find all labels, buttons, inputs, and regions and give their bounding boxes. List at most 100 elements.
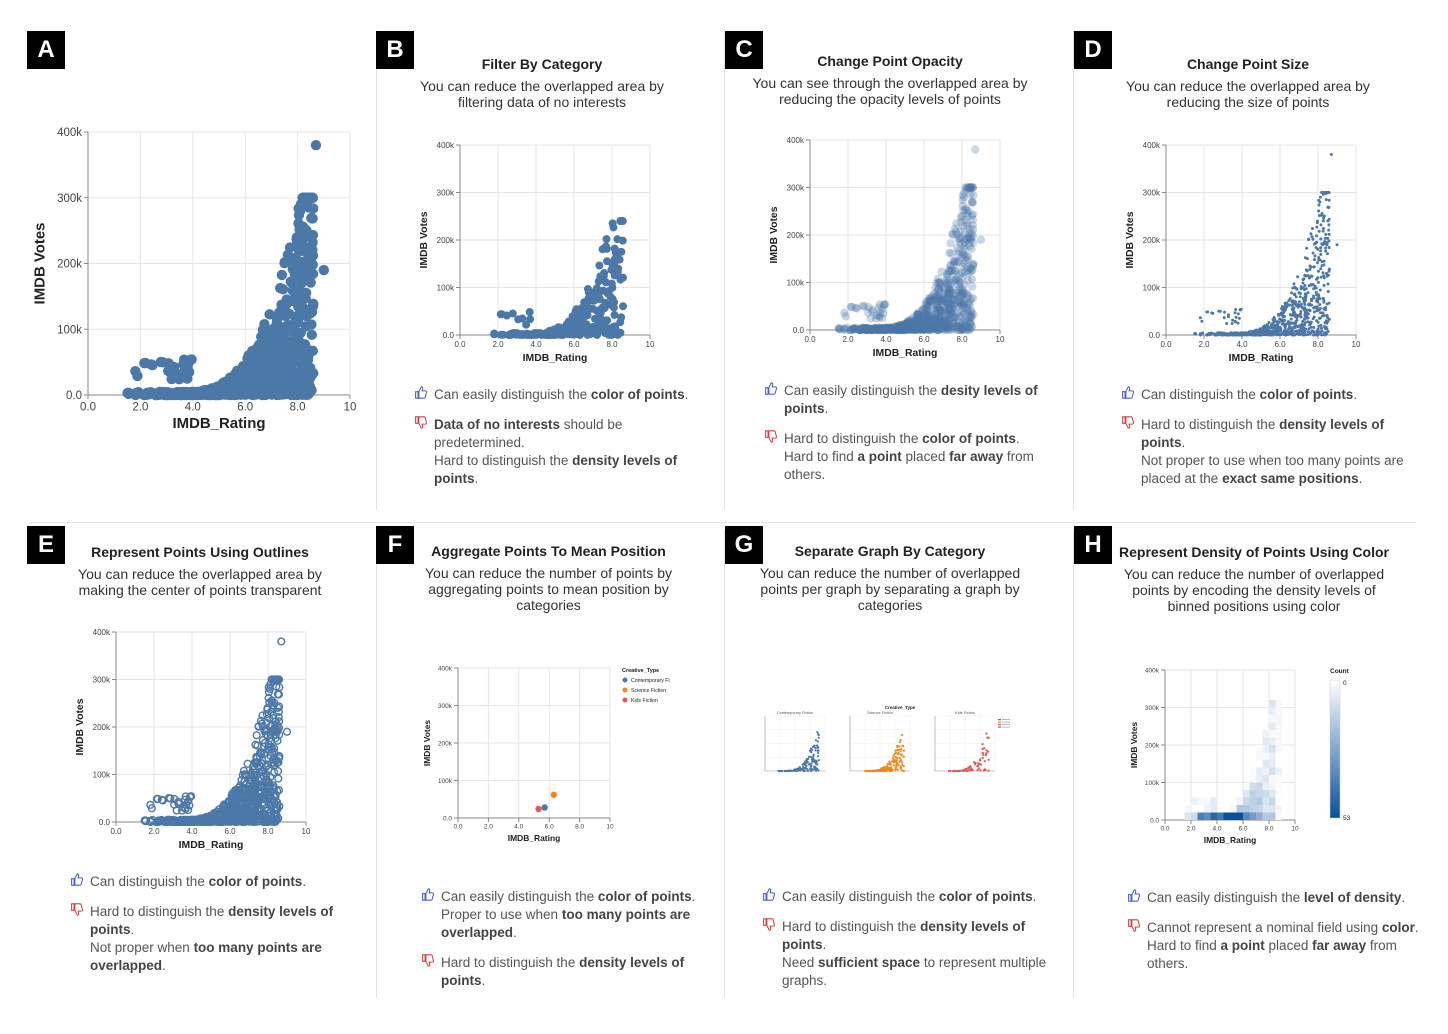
data-point <box>982 769 986 772</box>
data-point <box>871 314 881 323</box>
y-tick-label: 0.0 <box>66 390 82 402</box>
data-point <box>957 253 966 262</box>
panel-desc-h: You can reduce the number of overlapped p… <box>1123 566 1385 614</box>
data-point <box>1294 300 1298 304</box>
data-point <box>930 324 939 334</box>
heat-cell <box>1236 805 1243 813</box>
data-point <box>248 790 258 800</box>
data-point <box>964 206 973 216</box>
data-point <box>912 316 922 326</box>
data-point <box>795 768 798 771</box>
data-point <box>931 322 941 332</box>
heat-cell <box>1184 805 1191 813</box>
data-point <box>267 726 276 735</box>
x-tick-label: 0.0 <box>453 824 462 831</box>
data-point <box>927 324 937 333</box>
data-point <box>595 261 604 270</box>
heat-cell <box>1275 700 1282 708</box>
data-point <box>801 765 805 769</box>
data-point <box>895 323 905 332</box>
data-point <box>1277 313 1281 317</box>
data-point <box>1292 306 1296 310</box>
data-point <box>180 804 190 813</box>
data-point <box>954 234 963 244</box>
data-point <box>922 312 931 321</box>
data-point <box>1298 324 1302 328</box>
data-point <box>1312 296 1316 300</box>
data-point <box>1303 303 1307 307</box>
heat-cell <box>1249 767 1256 775</box>
data-point <box>306 212 317 224</box>
data-point <box>263 326 274 337</box>
divider <box>724 30 725 510</box>
data-point <box>897 324 906 333</box>
y-tick-label: 200k <box>787 231 805 240</box>
x-tick-label: 4.0 <box>1236 340 1248 349</box>
data-point <box>888 324 898 334</box>
data-point <box>953 257 963 266</box>
data-point <box>258 711 267 720</box>
data-point <box>880 300 889 310</box>
data-point <box>983 760 986 763</box>
heat-cell <box>1269 745 1276 753</box>
x-tick-label: 4.0 <box>530 340 542 349</box>
data-point <box>954 769 957 773</box>
data-point <box>909 324 918 333</box>
heat-cell <box>1197 797 1204 805</box>
data-point <box>1322 314 1326 318</box>
heat-cells <box>1184 700 1282 820</box>
data-point <box>300 321 312 332</box>
data-point <box>963 299 972 308</box>
data-point <box>942 273 952 283</box>
data-point <box>945 287 954 297</box>
data-point <box>146 359 157 370</box>
data-point <box>864 324 874 333</box>
data-point <box>938 306 948 315</box>
data-point <box>885 323 894 332</box>
data-point <box>1290 304 1294 308</box>
data-point <box>276 269 288 281</box>
data-point <box>284 308 295 320</box>
data-point <box>896 322 905 332</box>
x-tick-label: 10 <box>1352 340 1361 349</box>
data-point <box>976 764 980 767</box>
data-point <box>894 322 904 331</box>
note-text: Hard to distinguish the density levels o… <box>1141 417 1404 486</box>
heat-cell <box>1262 760 1269 768</box>
panel-desc-c: You can see through the overlapped area … <box>752 75 1028 107</box>
data-point <box>887 325 897 335</box>
heat-cell <box>1275 812 1282 820</box>
data-point <box>813 765 816 768</box>
data-point <box>959 300 968 309</box>
data-point <box>931 299 941 309</box>
data-point <box>617 313 626 322</box>
data-point <box>945 287 954 297</box>
data-point <box>903 324 912 333</box>
data-point <box>900 761 904 764</box>
data-point <box>957 211 966 221</box>
data-point <box>981 756 984 760</box>
data-point <box>804 764 808 768</box>
data-point <box>224 798 233 807</box>
data-point <box>592 306 601 315</box>
data-point <box>897 325 907 335</box>
data-point <box>1327 191 1331 194</box>
data-point <box>948 230 957 239</box>
data-point <box>987 758 990 761</box>
data-point <box>892 324 901 334</box>
heat-cell <box>1256 797 1263 805</box>
data-point <box>1320 213 1324 217</box>
y-tick-label: 300k <box>57 193 82 205</box>
data-point <box>306 384 317 396</box>
data-point <box>861 325 870 334</box>
data-point <box>904 321 913 331</box>
data-point <box>954 325 964 335</box>
data-point <box>265 714 274 723</box>
data-point <box>956 324 966 333</box>
data-point <box>907 324 916 333</box>
data-point <box>929 314 939 323</box>
data-point <box>865 324 875 334</box>
data-point <box>956 289 966 298</box>
data-point <box>968 231 978 241</box>
data-point <box>603 316 612 325</box>
